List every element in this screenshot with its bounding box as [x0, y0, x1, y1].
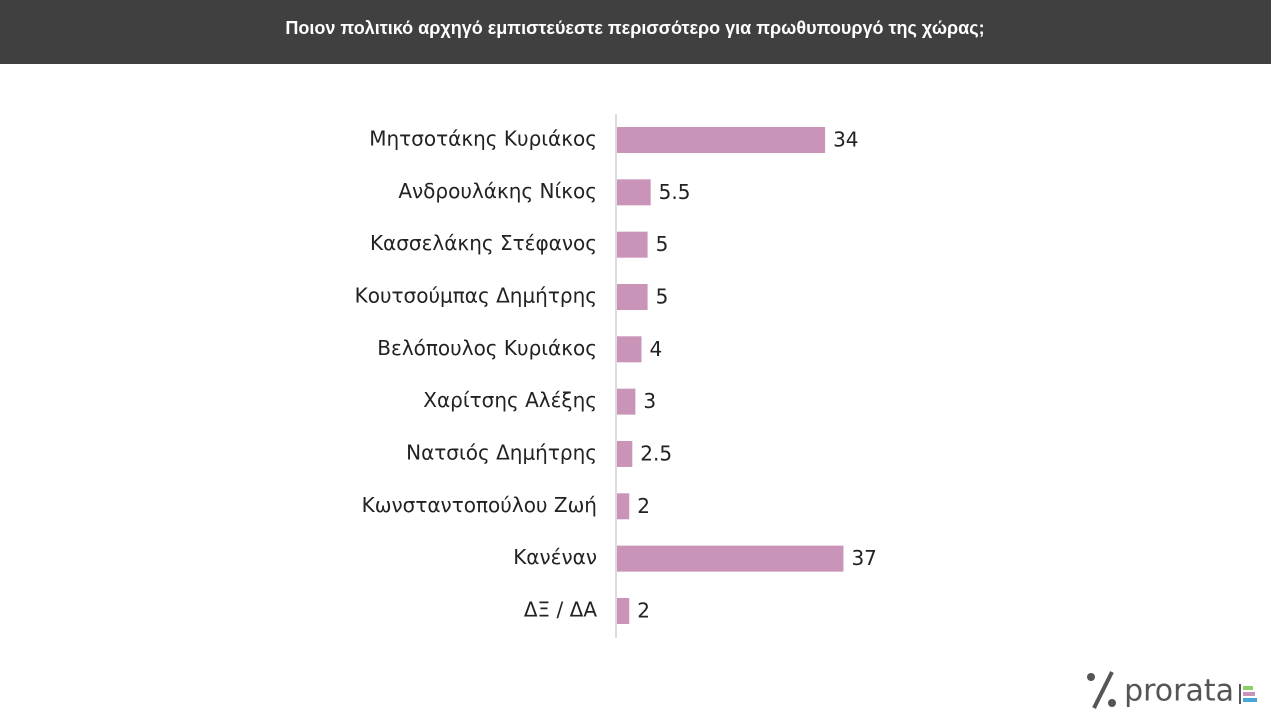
category-label: Ανδρουλάκης Νίκος: [398, 179, 597, 203]
category-label: Κουτσούμπας Δημήτρης: [355, 283, 597, 307]
value-label: 2.5: [640, 441, 672, 465]
category-label: Μητσοτάκης Κυριάκος: [369, 127, 597, 151]
category-label: Κασσελάκης Στέφανος: [370, 231, 597, 255]
value-label: 2: [637, 598, 650, 622]
bar: [617, 597, 630, 624]
category-label: Κωνσταντοπούλου Ζωή: [362, 493, 597, 517]
header-bar: [0, 0, 1271, 64]
bar: [617, 336, 642, 363]
bar: [617, 127, 826, 153]
category-label: Βελόπουλος Κυριάκος: [377, 336, 597, 360]
value-label: 37: [851, 546, 876, 570]
category-label: Χαρίτσης Αλέξης: [423, 388, 597, 412]
value-label: 2: [637, 494, 650, 518]
bar: [617, 545, 844, 572]
bar: [617, 231, 648, 258]
logo-text: prorata: [1124, 674, 1234, 709]
value-label: 5.5: [659, 180, 691, 204]
category-label: ΔΞ / ΔΑ: [524, 597, 597, 621]
bar: [617, 179, 651, 206]
category-label: Νατσιός Δημήτρης: [406, 440, 597, 464]
bar: [617, 493, 630, 520]
chart-title: Ποιον πολιτικό αρχηγό εμπιστεύεστε περισ…: [285, 18, 984, 38]
value-label: 34: [833, 128, 858, 152]
value-label: 4: [649, 337, 662, 361]
value-label: 3: [643, 389, 656, 413]
category-label: Κανέναν: [513, 545, 597, 569]
logo-icon: [1087, 671, 1257, 709]
bar: [617, 388, 636, 415]
value-label: 5: [656, 232, 669, 256]
value-label: 5: [656, 284, 669, 308]
bar: [617, 440, 633, 467]
bar: [617, 283, 648, 310]
